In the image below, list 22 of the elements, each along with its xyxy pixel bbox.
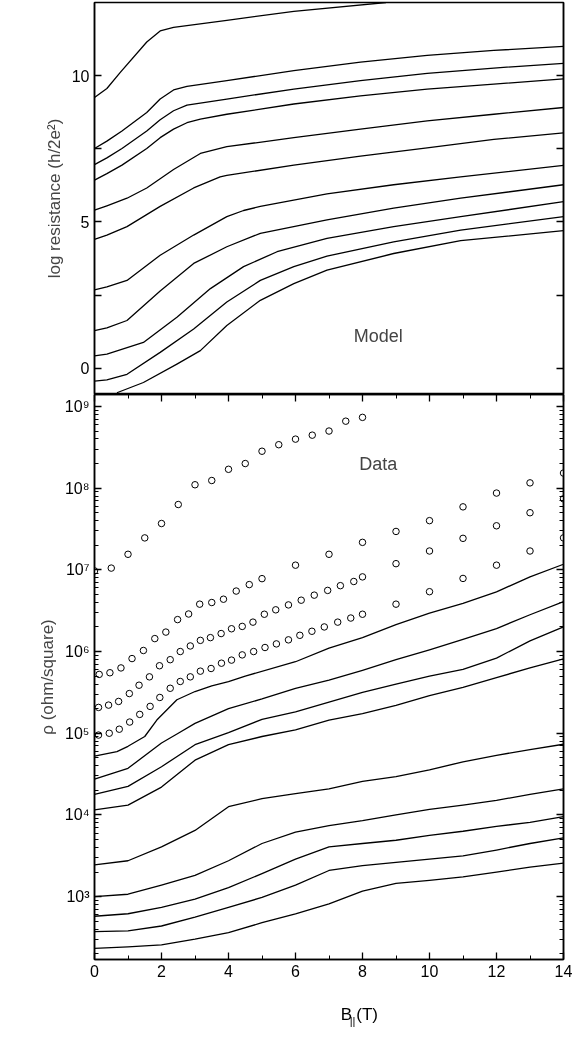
y-tick-label: 10³ — [66, 888, 91, 906]
y-tick-label: 5 — [80, 213, 90, 231]
y-tick-label: 10⁶ — [65, 643, 90, 661]
x-tick-label: 2 — [157, 962, 167, 980]
annotation: Model — [353, 325, 403, 346]
x-axis-title: B||(T) — [340, 1005, 378, 1027]
y-axis-title: log resistance (h/2e²) — [44, 118, 64, 279]
annotation: Data — [359, 454, 399, 475]
y-axis-title: ρ (ohm/square) — [37, 619, 57, 735]
x-tick-label: 14 — [554, 962, 573, 980]
x-tick-label: 12 — [487, 962, 506, 980]
y-tick-label: 10⁷ — [65, 561, 90, 579]
y-tick-label: 10⁵ — [65, 724, 90, 742]
y-tick-label: 10 — [71, 67, 90, 85]
y-tick-label: 10⁴ — [64, 806, 90, 824]
x-tick-label: 8 — [358, 962, 368, 980]
x-tick-label: 10 — [420, 962, 439, 980]
x-tick-label: 6 — [291, 962, 301, 980]
y-tick-label: 10⁹ — [64, 397, 90, 415]
y-tick-label: 0 — [80, 360, 90, 378]
y-tick-label: 10⁸ — [64, 479, 90, 497]
x-tick-label: 4 — [224, 962, 234, 980]
